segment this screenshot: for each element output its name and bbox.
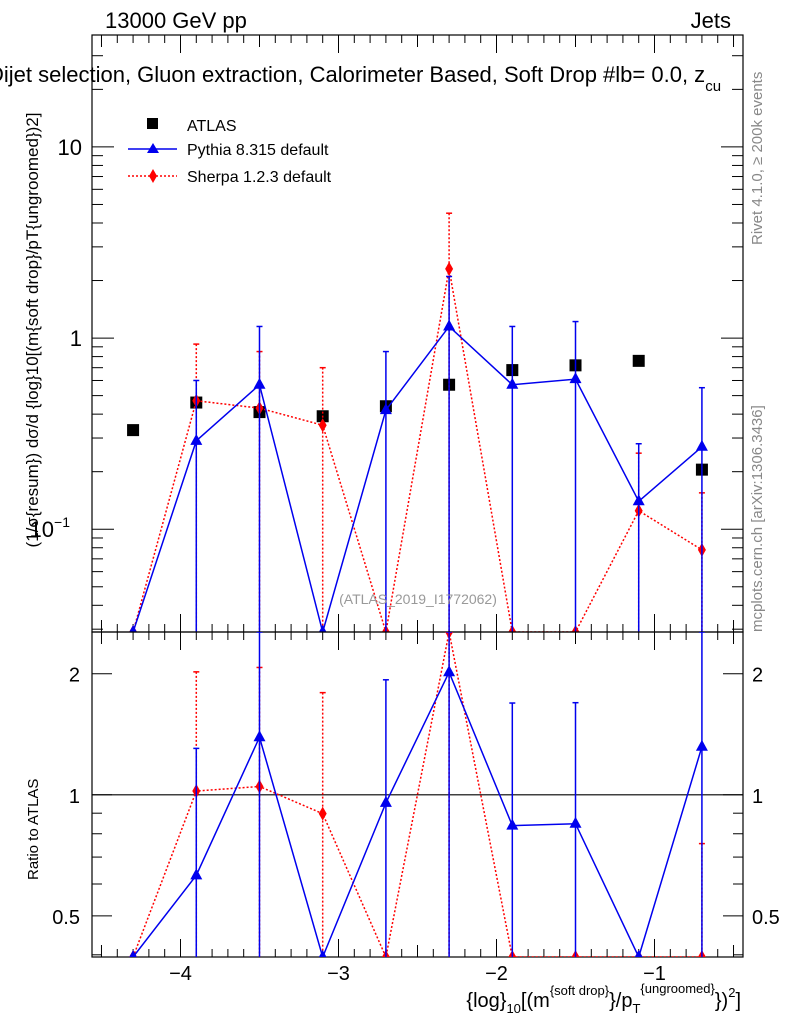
pythia-point — [253, 730, 266, 742]
pythia-point — [506, 818, 519, 830]
legend-sherpa-marker — [149, 169, 157, 183]
sherpa-point — [318, 418, 327, 433]
legend: ATLAS Pythia 8.315 default Sherpa 1.2.3 … — [128, 118, 332, 186]
main-y-axis-label: (1/σ{resum}) dσ/d {log}10[(m{soft drop}/… — [23, 113, 42, 548]
svg-text:{log}10[(m{soft drop}}/pT{ungr: {log}10[(m{soft drop}}/pT{ungroomed}})2] — [466, 981, 741, 1016]
main-data — [127, 212, 708, 632]
pythia-point — [129, 625, 137, 632]
sherpa-line — [132, 268, 703, 632]
ratio-y-tick-label: 2 — [69, 665, 80, 687]
ratio-y-tick-label-right: 1 — [752, 786, 763, 808]
header-left: 13000 GeV pp — [105, 8, 247, 33]
side-label-rivet: Rivet 4.1.0, ≥ 200k events — [749, 72, 766, 245]
pythia-point — [569, 816, 582, 828]
pythia-point — [318, 625, 327, 632]
ratio-y-tick-label-right: 2 — [752, 665, 763, 687]
pythia-point — [506, 377, 519, 389]
side-label-mcplots: mcplots.cern.ch [arXiv:1306.3436] — [749, 405, 766, 632]
title-main: Dijet selection, Gluon extraction, Calor… — [0, 62, 705, 87]
ratio-y-tick-label: 0.5 — [52, 907, 80, 929]
sherpa-line — [132, 632, 702, 957]
x-tick-label: −2 — [485, 963, 508, 985]
x-tick-label: −1 — [643, 963, 666, 985]
pythia-point — [318, 950, 327, 957]
pythia-point — [632, 494, 645, 506]
ratio-y-axis-label: Ratio to ATLAS — [25, 779, 42, 880]
pythia-point — [253, 377, 266, 389]
pythia-point — [379, 795, 392, 807]
x-tick-label: −3 — [327, 963, 350, 985]
title-sub: cu — [705, 78, 721, 95]
ratio-y-tick-label-right: 0.5 — [752, 907, 780, 929]
pythia-point — [443, 319, 456, 331]
pythia-point — [569, 372, 582, 384]
atlas-point — [632, 354, 645, 367]
ratio-axes: −4 −3 −2 −1 2 2 1 1 0.5 0.5 — [52, 631, 780, 985]
legend-atlas-label: ATLAS — [187, 118, 237, 135]
atlas-point — [127, 424, 140, 437]
x-tick-label: −4 — [169, 963, 192, 985]
pythia-line — [132, 670, 703, 957]
watermark: (ATLAS_2019_I1772062) — [339, 591, 497, 607]
pythia-point — [190, 433, 203, 445]
sherpa-point — [445, 261, 454, 276]
pythia-point — [443, 665, 456, 677]
pythia-point — [379, 403, 392, 415]
legend-atlas-marker — [147, 118, 158, 129]
pythia-line — [132, 325, 703, 632]
ratio-y-tick-label: 1 — [69, 786, 80, 808]
header-right: Jets — [691, 8, 731, 33]
sherpa-point — [318, 806, 327, 821]
legend-pythia-marker — [147, 143, 159, 153]
pythia-point — [190, 868, 203, 880]
y-tick-label: 1 — [70, 326, 82, 351]
x-axis-label: {log}10[(m{soft drop}}/pT{ungroomed}})2] — [466, 981, 741, 1016]
y-tick-label: 10 — [58, 135, 82, 160]
legend-sherpa-label: Sherpa 1.2.3 default — [187, 169, 332, 186]
pythia-point — [695, 739, 708, 751]
svg-text:Dijet selection, Gluon extract: Dijet selection, Gluon extraction, Calor… — [0, 62, 721, 95]
plot-title: Dijet selection, Gluon extraction, Calor… — [0, 62, 721, 95]
legend-pythia-label: Pythia 8.315 default — [187, 142, 329, 159]
pythia-point — [634, 950, 643, 957]
ratio-data — [129, 632, 708, 957]
pythia-point — [129, 950, 137, 957]
pythia-point — [695, 439, 708, 451]
